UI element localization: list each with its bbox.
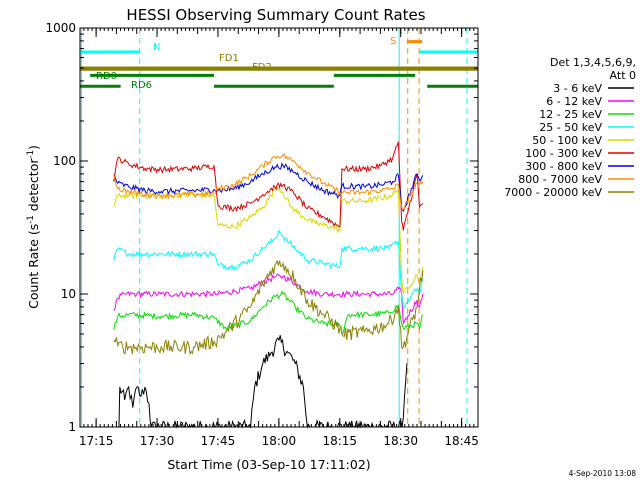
status-bar-label-fd2: FD2 <box>252 62 272 73</box>
y-axis-label-part: detector <box>26 158 41 216</box>
legend-label: 50 - 100 keV <box>532 134 602 147</box>
status-bar-label-rd0: RD0 <box>96 71 117 82</box>
x-axis-label: Start Time (03-Sep-10 17:11:02) <box>167 457 370 472</box>
status-bar-label-fd1: FD1 <box>219 53 239 64</box>
y-tick-label: 10 <box>61 287 76 301</box>
legend-label: 12 - 25 keV <box>539 108 602 121</box>
x-tick-label: 17:30 <box>140 434 175 448</box>
y-axis-label-part: ) <box>26 145 41 150</box>
y-tick-label: 1 <box>68 420 76 434</box>
series-line-25-50kev <box>113 229 424 309</box>
legend-label: 300 - 800 keV <box>525 160 602 173</box>
x-tick-label: 18:00 <box>262 434 297 448</box>
x-tick-label: 17:45 <box>201 434 236 448</box>
legend-label: 800 - 7000 keV <box>518 173 602 186</box>
series-line-12-25kev <box>113 290 424 336</box>
legend-label: 3 - 6 keV <box>553 82 602 95</box>
legend-label: 100 - 300 keV <box>525 147 602 160</box>
legend-label: 6 - 12 keV <box>546 95 602 108</box>
series-line-800-7000kev <box>113 152 424 211</box>
legend-header: Att 0 <box>610 69 636 82</box>
legend-header: Det 1,3,4,5,6,9, <box>550 56 636 69</box>
series-line-100-300kev <box>113 141 424 231</box>
legend-label: 25 - 50 keV <box>539 121 602 134</box>
y-tick-label: 100 <box>53 154 76 168</box>
status-bar-label-rd6: RD6 <box>131 80 152 91</box>
x-tick-label: 18:30 <box>383 434 418 448</box>
chart-title: HESSI Observing Summary Count Rates <box>126 6 425 24</box>
status-bar-label-s: S <box>390 36 396 47</box>
series-line-7000-20000kev <box>113 259 424 356</box>
x-tick-label: 18:15 <box>322 434 357 448</box>
status-bar-label-n: N <box>153 42 160 53</box>
legend-label: 7000 - 20000 keV <box>504 186 602 199</box>
series-line-300-800kev <box>113 162 424 213</box>
y-axis-label-sup: -1 <box>26 150 36 158</box>
timestamp: 4-Sep-2010 13:08 <box>569 469 637 478</box>
series-line-50-100kev <box>113 184 424 295</box>
y-axis-label-part: Count Rate (s <box>26 224 41 309</box>
y-axis-label-sup: -1 <box>26 215 36 223</box>
y-tick-label: 1000 <box>45 21 76 35</box>
y-axis-label: Count Rate (s-1 detector-1) <box>26 145 41 309</box>
series-line-6-12kev <box>113 273 424 324</box>
x-tick-label: 18:45 <box>444 434 479 448</box>
x-tick-label: 17:15 <box>79 434 114 448</box>
series-line-3-6kev <box>118 335 408 429</box>
